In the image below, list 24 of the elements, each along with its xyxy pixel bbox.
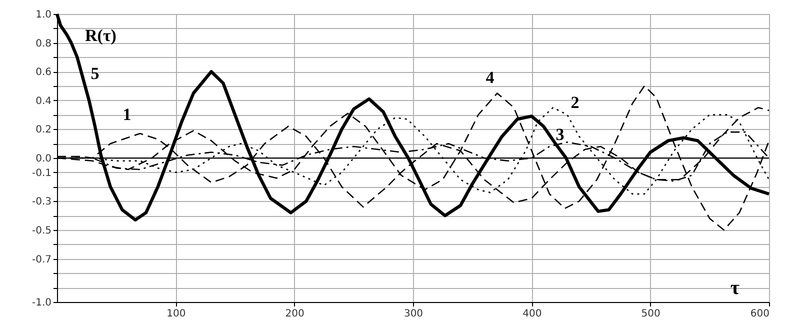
y-tick-label: -0.5	[32, 226, 52, 236]
x-tick-label: 200	[285, 308, 304, 320]
series-label: 4	[486, 68, 495, 87]
y-tick-label: 0.8	[36, 38, 52, 50]
y-tick-label: -0.1	[32, 168, 52, 179]
y-tick-label: 0.6	[36, 67, 52, 78]
y-tick-label: -0.7	[32, 254, 52, 266]
y-tick-label: 0.0	[36, 154, 52, 164]
x-tick-label: 500	[641, 308, 660, 320]
x-tick-label: 400	[522, 308, 542, 320]
x-tick-label: 100	[166, 308, 186, 320]
series-label: 3	[556, 125, 564, 144]
x-tick-label: 600	[750, 308, 770, 320]
y-tick-label: -1.0	[32, 298, 52, 308]
series-label: 1	[122, 105, 132, 124]
y-tick-label: 1.0	[36, 10, 52, 20]
x-axis-title: τ	[730, 277, 740, 299]
x-tick-label: 300	[404, 308, 424, 320]
y-tick-label: 0.2	[36, 124, 52, 136]
y-axis-title: R(τ)	[85, 26, 116, 45]
series-label: 2	[570, 93, 580, 112]
series-label: 5	[90, 64, 100, 83]
y-tick-label: -0.3	[32, 196, 52, 208]
y-tick-label: 0.4	[36, 96, 52, 107]
